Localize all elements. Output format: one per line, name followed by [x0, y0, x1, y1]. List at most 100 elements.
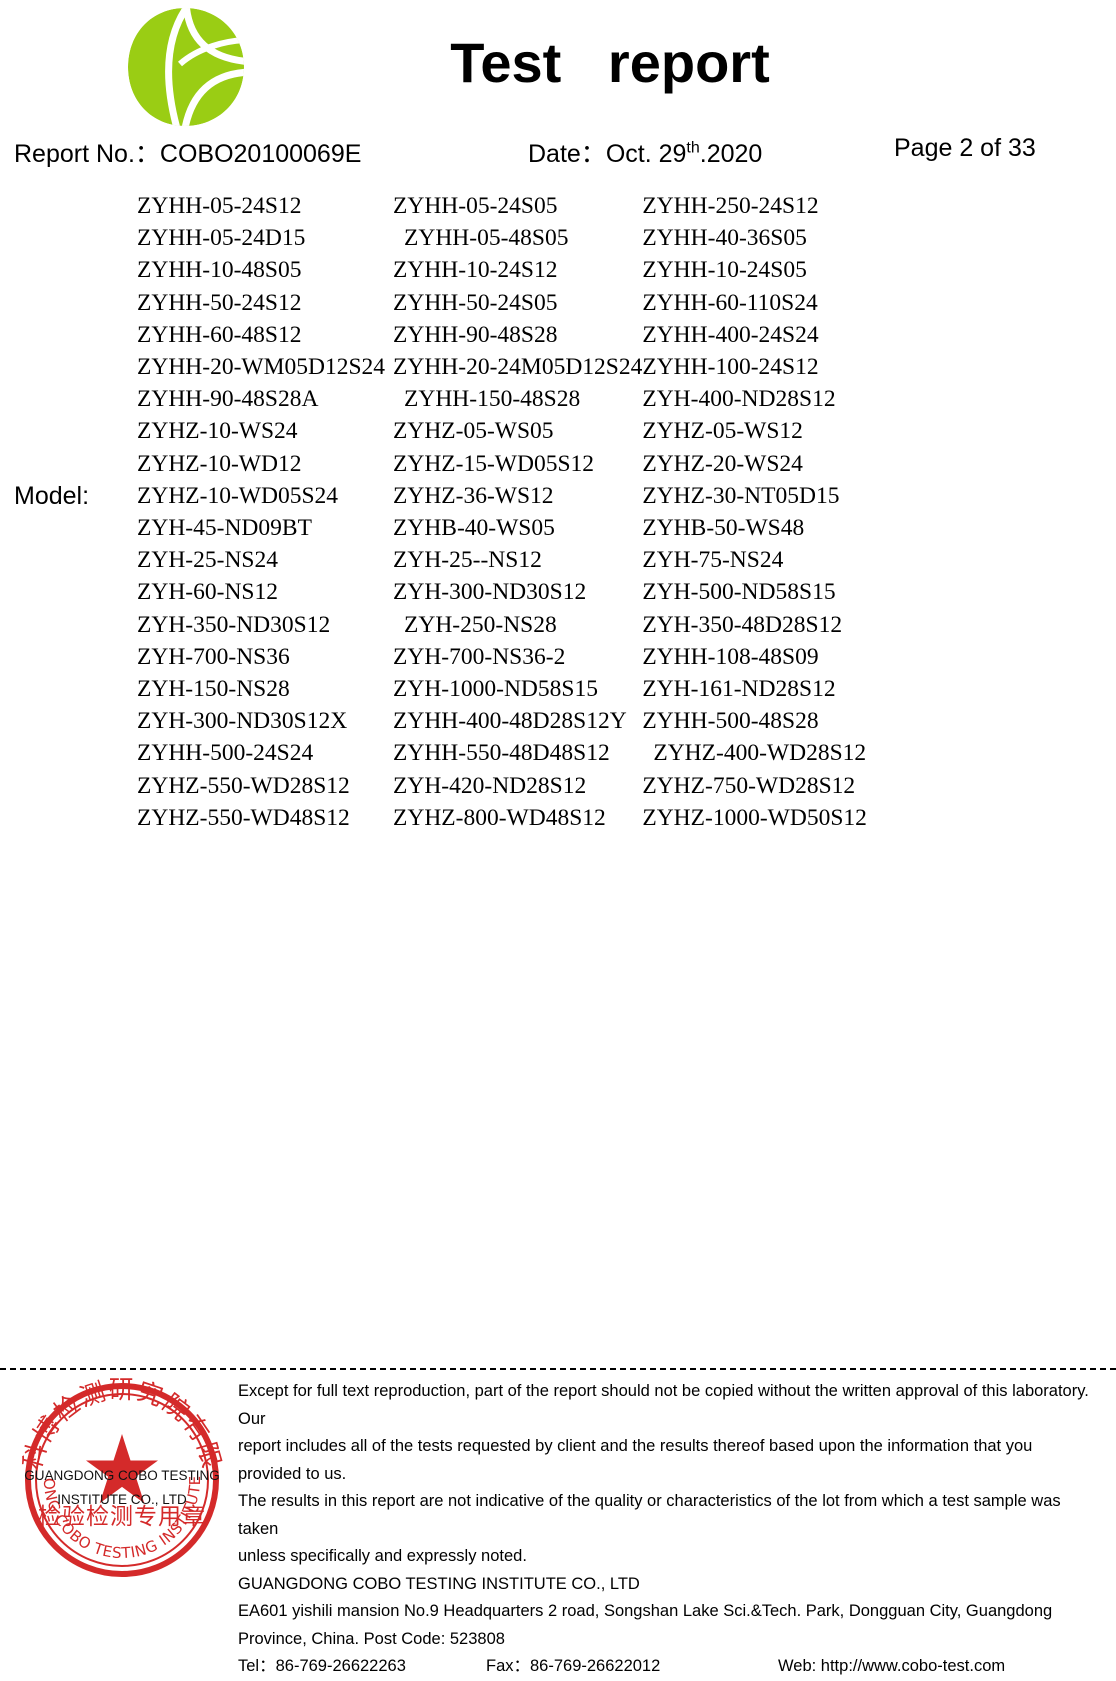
model-code: ZYHH-20-24M05D12S24: [393, 354, 643, 381]
model-cell: ZYH-45-ND09BT: [137, 512, 393, 544]
model-code: ZYHZ-400-WD28S12: [653, 740, 867, 767]
model-cell: ZYHH-90-48S28: [393, 319, 642, 351]
model-code: ZYHH-10-24S05: [642, 257, 807, 284]
model-cell: ZYHZ-36-WS12: [393, 480, 642, 512]
footer-website[interactable]: Web: http://www.cobo-test.com: [778, 1657, 1006, 1675]
model-code: ZYH-300-ND30S12: [393, 579, 587, 606]
model-code: ZYHH-60-110S24: [642, 289, 818, 316]
model-cell: ZYHH-05-24S12: [137, 190, 393, 222]
model-cell: ZYH-300-ND30S12X: [137, 705, 393, 737]
model-cell: ZYHZ-1000-WD50S12: [642, 802, 902, 834]
model-cell: ZYHH-100-24S12: [642, 351, 902, 383]
page-footer: Except for full text reproduction, part …: [238, 1378, 1096, 1680]
model-cell: ZYH-161-ND28S12: [642, 673, 902, 705]
model-code: ZYHZ-550-WD48S12: [137, 804, 350, 831]
model-cell: ZYHH-50-24S05: [393, 287, 642, 319]
footer-telephone: Tel：86-769-26622263: [238, 1657, 406, 1675]
model-cell: ZYHZ-20-WS24: [642, 448, 902, 480]
footer-fax: Fax：86-769-26622012: [486, 1657, 661, 1675]
model-cell: ZYHH-05-24D15: [137, 222, 393, 254]
model-code: ZYHH-10-48S05: [137, 257, 302, 284]
model-row: ZYHZ-550-WD48S12 ZYHZ-800-WD48S12 ZYHZ-100…: [137, 802, 902, 834]
report-date-value: Oct. 29: [605, 140, 687, 168]
model-row: ZYHZ-10-WD12 ZYHZ-15-WD05S12 ZYHZ-20-WS24: [137, 448, 902, 480]
company-seal-stamp: 广东科博检测研究院有限公司 检验检测专用章 GUANGDONG COBO TES…: [14, 1372, 230, 1588]
model-cell: ZYHH-60-48S12: [137, 319, 393, 351]
model-row: ZYHZ-550-WD28S12 ZYH-420-ND28S12 ZYHZ-750-…: [137, 770, 902, 802]
model-row: ZYHH-50-24S12 ZYHH-50-24S05 ZYHH-60-110S24: [137, 287, 902, 319]
model-code: ZYHH-500-48S28: [642, 708, 819, 735]
model-cell: ZYH-350-48D28S12: [642, 609, 902, 641]
model-cell: ZYH-60-NS12: [137, 576, 393, 608]
model-cell: ZYH-500-ND58S15: [642, 576, 902, 608]
footer-divider: [0, 1368, 1116, 1370]
report-meta-row: Report No.：COBO20100069E Date：Oct. 29th.…: [0, 134, 1116, 174]
model-cell: ZYHH-500-48S28: [642, 705, 902, 737]
model-cell: ZYHH-400-24S24: [642, 319, 902, 351]
model-code: ZYHH-40-36S05: [642, 225, 807, 252]
model-cell: ZYHH-10-48S05: [137, 254, 393, 286]
model-cell: ZYH-400-ND28S12: [642, 383, 902, 415]
model-cell: ZYHH-108-48S09: [642, 641, 902, 673]
model-cell: ZYHZ-10-WD12: [137, 448, 393, 480]
model-code: ZYHZ-800-WD48S12: [393, 804, 606, 831]
model-code: ZYHH-50-24S12: [137, 289, 302, 316]
model-cell: ZYHZ-800-WD48S12: [393, 802, 642, 834]
page-indicator: Page 2 of 33: [894, 134, 1036, 162]
model-code: ZYHH-20-WM05D12S24: [137, 354, 386, 381]
model-cell: ZYHH-05-24S05: [393, 190, 642, 222]
model-code: ZYHH-550-48D48S12: [393, 740, 610, 767]
model-code: ZYHH-05-24S12: [137, 193, 302, 219]
model-cell: ZYHZ-10-WS24: [137, 415, 393, 447]
model-cell: ZYH-75-NS24: [642, 544, 902, 576]
footer-company-name: GUANGDONG COBO TESTING INSTITUTE CO., LT…: [238, 1574, 640, 1593]
model-code: ZYHB-50-WS48: [642, 515, 805, 542]
disclaimer-line: Except for full text reproduction, part …: [238, 1382, 1089, 1428]
model-row: ZYHH-60-48S12 ZYHH-90-48S28 ZYHH-400-24S24: [137, 319, 902, 351]
date-ordinal-suffix: th: [686, 139, 700, 157]
footer-disclaimer: Except for full text reproduction, part …: [238, 1378, 1096, 1571]
model-code: ZYHZ-30-NT05D15: [642, 482, 840, 509]
model-code: ZYHZ-36-WS12: [393, 482, 554, 509]
model-code: ZYH-700-NS36-2: [393, 643, 566, 670]
model-code: ZYHH-05-24D15: [137, 225, 306, 252]
model-cell: ZYHZ-10-WD05S24: [137, 480, 393, 512]
footer-contact-row: Tel：86-769-26622263 Fax：86-769-26622012 …: [238, 1653, 1096, 1680]
model-cell: ZYH-250-NS28: [393, 609, 642, 641]
report-date: Date：Oct. 29th.2020: [528, 134, 762, 170]
seal-center-text: 检验检测专用章: [38, 1504, 206, 1530]
model-code: ZYHH-90-48S28: [393, 321, 558, 348]
model-row: ZYHZ-10-WS24 ZYHZ-05-WS05 ZYHZ-05-WS12: [137, 415, 902, 447]
model-code: ZYH-500-ND58S15: [642, 579, 836, 606]
model-cell: ZYHH-550-48D48S12: [393, 737, 642, 769]
page-title: Test report: [450, 31, 770, 94]
model-cell: ZYHZ-15-WD05S12: [393, 448, 642, 480]
model-code: ZYHH-10-24S12: [393, 257, 558, 284]
model-code: ZYH-250-NS28: [404, 611, 557, 638]
model-cell: ZYHH-150-48S28: [393, 383, 642, 415]
model-row: ZYH-700-NS36 ZYH-700-NS36-2 ZYHH-108-48S09: [137, 641, 902, 673]
model-cell: ZYHH-10-24S12: [393, 254, 642, 286]
model-cell: ZYHH-60-110S24: [642, 287, 902, 319]
model-cell: ZYHZ-05-WS12: [642, 415, 902, 447]
model-code: ZYHH-250-24S12: [642, 193, 819, 219]
model-row: ZYHH-05-24S12 ZYHH-05-24S05 ZYHH-250-24S12: [137, 190, 902, 222]
model-row: ZYHH-10-48S05 ZYHH-10-24S12 ZYHH-10-24S05: [137, 254, 902, 286]
model-code: ZYH-25-NS24: [137, 547, 278, 574]
model-code: ZYH-1000-ND58S15: [393, 676, 598, 703]
model-code: ZYHB-40-WS05: [393, 515, 555, 542]
model-cell: ZYHB-40-WS05: [393, 512, 642, 544]
model-cell: ZYHH-05-48S05: [393, 222, 642, 254]
model-code: ZYH-300-ND30S12X: [137, 708, 348, 735]
model-code: ZYH-150-NS28: [137, 676, 290, 703]
model-row: ZYH-25-NS24 ZYH-25--NS12 ZYH-75-NS24: [137, 544, 902, 576]
model-label: Model:: [14, 482, 90, 510]
disclaimer-line: unless specifically and expressly noted.: [238, 1547, 527, 1565]
model-row: ZYH-150-NS28 ZYH-1000-ND58S15 ZYH-161-ND28…: [137, 673, 902, 705]
model-code: ZYH-60-NS12: [137, 579, 278, 606]
model-cell: ZYHZ-550-WD48S12: [137, 802, 393, 834]
footer-address-line-2: Province, China. Post Code: 523808: [238, 1629, 505, 1648]
model-code: ZYHH-50-24S05: [393, 289, 558, 316]
footer-address-line-1: EA601 yishili mansion No.9 Headquarters …: [238, 1602, 1053, 1620]
model-code: ZYHH-100-24S12: [642, 354, 819, 381]
